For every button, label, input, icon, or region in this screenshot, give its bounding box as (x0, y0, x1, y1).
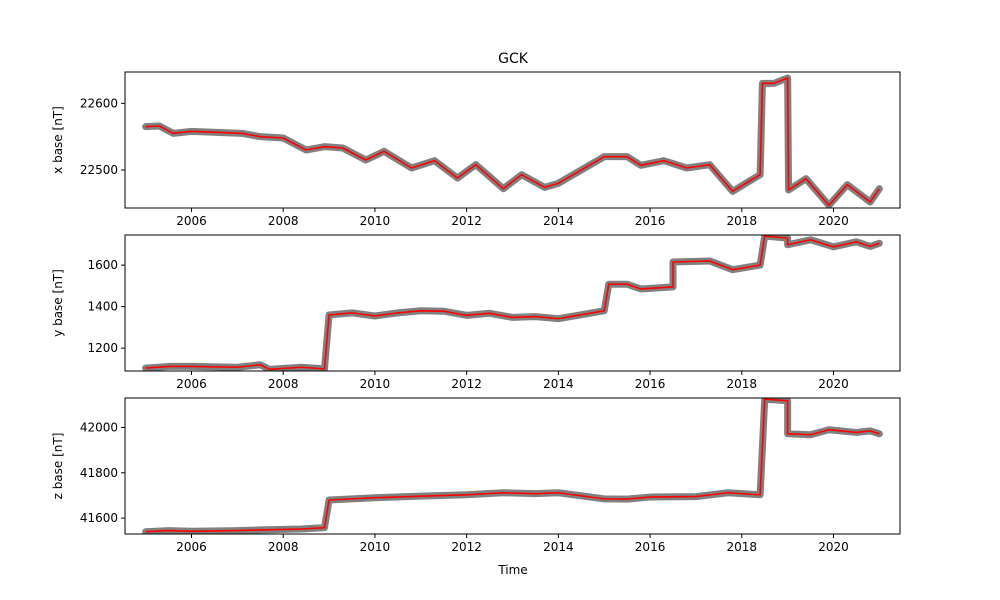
series-line (145, 235, 880, 371)
axes-frame (124, 397, 901, 535)
x-tick-label: 2016 (635, 214, 666, 228)
x-tick-label: 2008 (268, 540, 299, 554)
x-tick-label: 2018 (727, 540, 758, 554)
x-tick-label: 2012 (451, 214, 482, 228)
y-tick-label: 41600 (80, 511, 118, 525)
y-tick-label: 22600 (80, 96, 118, 110)
y-tick-label: 41800 (80, 466, 118, 480)
series-line (145, 398, 880, 533)
y-axis-label: y base [nT] (51, 269, 65, 337)
x-tick-label: 2006 (176, 377, 207, 391)
panel-1: 2006 2008 2010 2012 2014 2016 2018 2020 22500 226… (51, 71, 901, 228)
panel-2: 2006 2008 2010 2012 2014 2016 2018 2020 1200 1400… (51, 234, 901, 391)
plot-area (142, 235, 883, 371)
y-tick-label: 1600 (87, 258, 118, 272)
x-tick-label: 2008 (268, 214, 299, 228)
x-tick-label: 2010 (360, 214, 391, 228)
axes-frame (124, 71, 901, 209)
x-tick-label: 2020 (818, 377, 849, 391)
plot-area (142, 398, 883, 534)
y-tick-label: 42000 (80, 420, 118, 434)
x-tick-label: 2008 (268, 377, 299, 391)
y-tick-label: 1200 (87, 341, 118, 355)
panel-3: 2006 2008 2010 2012 2014 2016 2018 2020 41600 418… (51, 397, 901, 554)
x-tick-label: 2014 (543, 214, 574, 228)
x-tick-label: 2016 (635, 377, 666, 391)
x-tick-label: 2016 (635, 540, 666, 554)
x-tick-label: 2018 (727, 377, 758, 391)
chart-panels: 2006 2008 2010 2012 2014 2016 2018 2020 22500 226… (51, 71, 901, 554)
data-point (142, 123, 149, 130)
x-tick-label: 2012 (451, 377, 482, 391)
x-tick-label: 2012 (451, 540, 482, 554)
y-axis-label: x base [nT] (51, 106, 65, 174)
x-tick-label: 2006 (176, 540, 207, 554)
x-tick-label: 2020 (818, 540, 849, 554)
y-axis-label: z base [nT] (51, 433, 65, 500)
plot-area (142, 74, 883, 208)
x-tick-label: 2018 (727, 214, 758, 228)
y-tick-label: 1400 (87, 300, 118, 314)
x-tick-label: 2014 (543, 377, 574, 391)
x-tick-label: 2014 (543, 540, 574, 554)
x-tick-label: 2006 (176, 214, 207, 228)
axes-frame (124, 234, 901, 372)
x-tick-label: 2010 (360, 540, 391, 554)
x-tick-label: 2020 (818, 214, 849, 228)
chart-title: GCK (498, 51, 529, 67)
x-tick-label: 2010 (360, 377, 391, 391)
x-axis-label: Time (497, 563, 527, 577)
y-tick-label: 22500 (80, 163, 118, 177)
series-line (145, 77, 881, 207)
